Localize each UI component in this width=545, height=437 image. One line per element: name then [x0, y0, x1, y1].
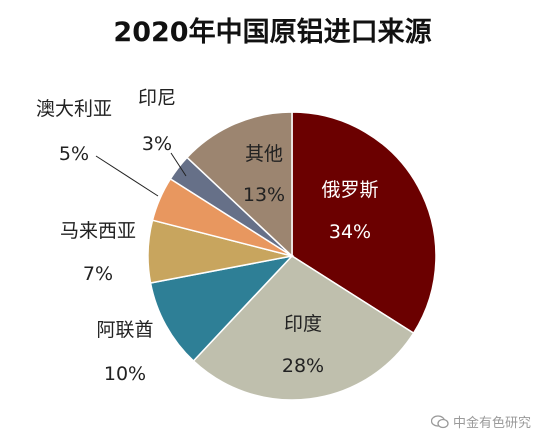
slice-value-label: 5% [59, 143, 89, 165]
watermark: 中金有色研究 [430, 412, 531, 431]
slice-value-label: 34% [329, 221, 371, 243]
slice-value-label: 3% [142, 133, 172, 155]
leader-line [170, 152, 187, 177]
pie-slice [149, 254, 295, 363]
watermark-text: 中金有色研究 [452, 416, 531, 431]
slice-value-label: 13% [243, 184, 285, 206]
wechat-icon [430, 415, 449, 429]
slice-label: 印度 [284, 313, 322, 335]
slice-label: 俄罗斯 [321, 179, 378, 201]
slice-label: 马来西亚 [60, 220, 136, 242]
slice-label: 阿联酋 [96, 319, 153, 341]
pie-slice [185, 111, 293, 258]
slice-value-label: 28% [282, 355, 324, 377]
slice-label: 澳大利亚 [36, 98, 112, 120]
pie-slice [291, 111, 437, 335]
slice-value-label: 10% [104, 363, 146, 385]
pie-slice [192, 255, 415, 401]
slice-label: 其他 [245, 143, 283, 165]
slice-label: 印尼 [138, 87, 176, 109]
slice-value-label: 7% [83, 263, 113, 285]
chart-title: 2020年中国原铝进口来源 [113, 17, 432, 48]
leader-line [95, 155, 159, 197]
